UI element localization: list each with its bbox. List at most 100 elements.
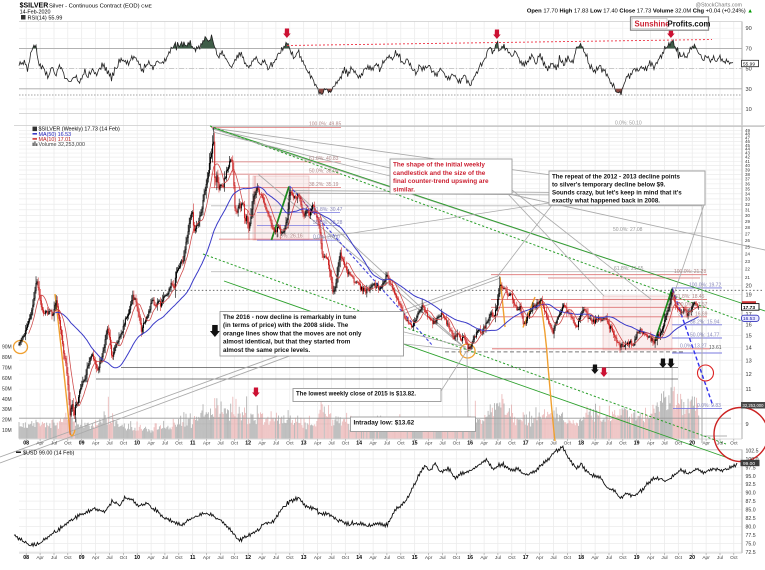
svg-text:36: 36 (745, 181, 750, 186)
svg-text:23: 23 (745, 259, 750, 264)
svg-text:72.5: 72.5 (746, 550, 756, 556)
svg-text:61.8%: 18.45: 61.8%: 18.45 (675, 294, 705, 300)
svg-text:@StockCharts.com: @StockCharts.com (695, 2, 742, 8)
svg-text:31: 31 (745, 207, 750, 212)
svg-text:39: 39 (745, 168, 750, 173)
svg-text:20M: 20M (2, 418, 12, 424)
svg-text:Oct: Oct (64, 555, 72, 561)
svg-text:Apr: Apr (369, 555, 377, 561)
svg-text:08: 08 (23, 555, 29, 561)
svg-text:MA(10) 17.01: MA(10) 17.01 (39, 137, 72, 143)
svg-text:Jul: Jul (273, 555, 279, 561)
svg-text:19: 19 (746, 293, 752, 299)
svg-text:49: 49 (745, 128, 750, 133)
svg-text:92.5: 92.5 (746, 482, 756, 488)
svg-text:34: 34 (745, 191, 750, 196)
svg-text:20: 20 (689, 441, 695, 447)
svg-text:Jul: Jul (273, 441, 279, 447)
svg-text:$USD 99.00 (14 Feb): $USD 99.00 (14 Feb) (23, 451, 74, 457)
svg-text:19: 19 (634, 441, 640, 447)
svg-text:Oct: Oct (397, 441, 405, 447)
svg-text:Oct: Oct (508, 441, 516, 447)
svg-text:Apr: Apr (92, 441, 100, 447)
svg-text:50.0%: 28.28: 50.0%: 28.28 (313, 220, 343, 226)
svg-text:20: 20 (746, 284, 752, 290)
svg-text:85.0: 85.0 (746, 508, 756, 514)
svg-text:Jul: Jul (51, 555, 57, 561)
svg-text:Open 17.70 High 17.83 Low 17.4: Open 17.70 High 17.83 Low 17.40 Close 17… (527, 8, 753, 14)
svg-text:Apr: Apr (591, 555, 599, 561)
svg-text:25: 25 (745, 245, 750, 250)
svg-text:Jul: Jul (550, 441, 556, 447)
svg-text:The 2016 - now decline is rema: The 2016 - now decline is remarkably in … (223, 314, 357, 321)
svg-text:50.0%: 17.57: 50.0%: 17.57 (678, 302, 708, 308)
svg-text:Apr: Apr (480, 441, 488, 447)
svg-text:80M: 80M (2, 355, 12, 361)
svg-text:10: 10 (134, 555, 140, 561)
svg-text:50.0%: 38.04: 50.0%: 38.04 (309, 169, 339, 175)
svg-text:9: 9 (746, 422, 749, 428)
svg-text:10: 10 (134, 441, 140, 447)
svg-text:Profits.com: Profits.com (668, 19, 711, 28)
svg-text:almost identical, but that the: almost identical, but that they started … (223, 339, 351, 346)
svg-text:30M: 30M (2, 407, 12, 413)
svg-text:Jul: Jul (550, 555, 556, 561)
svg-text:RSI(14) 55.99: RSI(14) 55.99 (28, 15, 63, 21)
svg-text:45: 45 (745, 143, 750, 148)
svg-text:Oct: Oct (342, 441, 350, 447)
svg-text:24: 24 (745, 252, 750, 257)
svg-text:Apr: Apr (480, 555, 488, 561)
svg-text:11: 11 (746, 387, 752, 393)
svg-text:Silver - Continuous Contract (: Silver - Continuous Contract (EOD) CME (49, 3, 152, 9)
svg-text:Oct: Oct (175, 555, 183, 561)
svg-text:18: 18 (578, 441, 584, 447)
svg-text:Jul: Jul (717, 441, 723, 447)
svg-text:Intraday low: $13.62: Intraday low: $13.62 (354, 420, 415, 427)
svg-text:final counter-trend upswing ar: final counter-trend upswing are (393, 178, 489, 185)
svg-text:38.2%: 16.69: 38.2%: 16.69 (678, 311, 708, 317)
svg-text:Apr: Apr (536, 441, 544, 447)
svg-text:(in terms of price) with the 2: (in terms of price) with the 2008 slide.… (223, 322, 349, 329)
svg-text:90: 90 (746, 26, 752, 32)
svg-text:The shape of the initial weekl: The shape of the initial weekly (393, 162, 485, 169)
svg-text:$SILVER (Weekly) 17.73 (14 Feb: $SILVER (Weekly) 17.73 (14 Feb) (39, 127, 120, 133)
svg-text:38: 38 (745, 172, 750, 177)
svg-text:Oct: Oct (397, 555, 405, 561)
svg-text:Jul: Jul (106, 441, 112, 447)
svg-text:Jul: Jul (495, 555, 501, 561)
svg-text:44: 44 (745, 147, 750, 152)
svg-text:42: 42 (745, 155, 750, 160)
svg-text:Oct: Oct (231, 441, 239, 447)
svg-text:17: 17 (523, 441, 529, 447)
svg-text:Jul: Jul (51, 441, 57, 447)
svg-text:27: 27 (745, 231, 750, 236)
svg-text:Jul: Jul (217, 441, 223, 447)
svg-text:Oct: Oct (675, 441, 683, 447)
svg-text:Apr: Apr (369, 441, 377, 447)
svg-text:38.2%: 15.94: 38.2%: 15.94 (690, 319, 720, 325)
svg-text:87.5: 87.5 (746, 499, 756, 505)
svg-text:Oct: Oct (342, 555, 350, 561)
svg-text:40: 40 (745, 163, 750, 168)
svg-text:99.00: 99.00 (743, 461, 755, 467)
svg-text:22: 22 (745, 267, 750, 272)
svg-text:70: 70 (746, 46, 752, 52)
svg-text:30: 30 (746, 87, 752, 93)
svg-text:16.53: 16.53 (743, 316, 755, 322)
svg-text:14: 14 (356, 441, 362, 447)
svg-text:Apr: Apr (203, 441, 211, 447)
svg-text:48: 48 (745, 132, 750, 137)
svg-text:Oct: Oct (453, 555, 461, 561)
svg-text:10M: 10M (2, 428, 12, 434)
svg-text:40M: 40M (2, 397, 12, 403)
svg-text:Apr: Apr (314, 555, 322, 561)
svg-text:102.5: 102.5 (746, 448, 759, 454)
svg-text:Oct: Oct (286, 441, 294, 447)
svg-text:Oct: Oct (508, 555, 516, 561)
svg-text:60M: 60M (2, 376, 12, 382)
svg-text:Jul: Jul (661, 555, 667, 561)
svg-text:32: 32 (745, 202, 750, 207)
svg-text:100.0%: 19.72: 100.0%: 19.72 (689, 282, 721, 288)
svg-text:15: 15 (412, 441, 418, 447)
svg-text:15: 15 (746, 333, 752, 339)
